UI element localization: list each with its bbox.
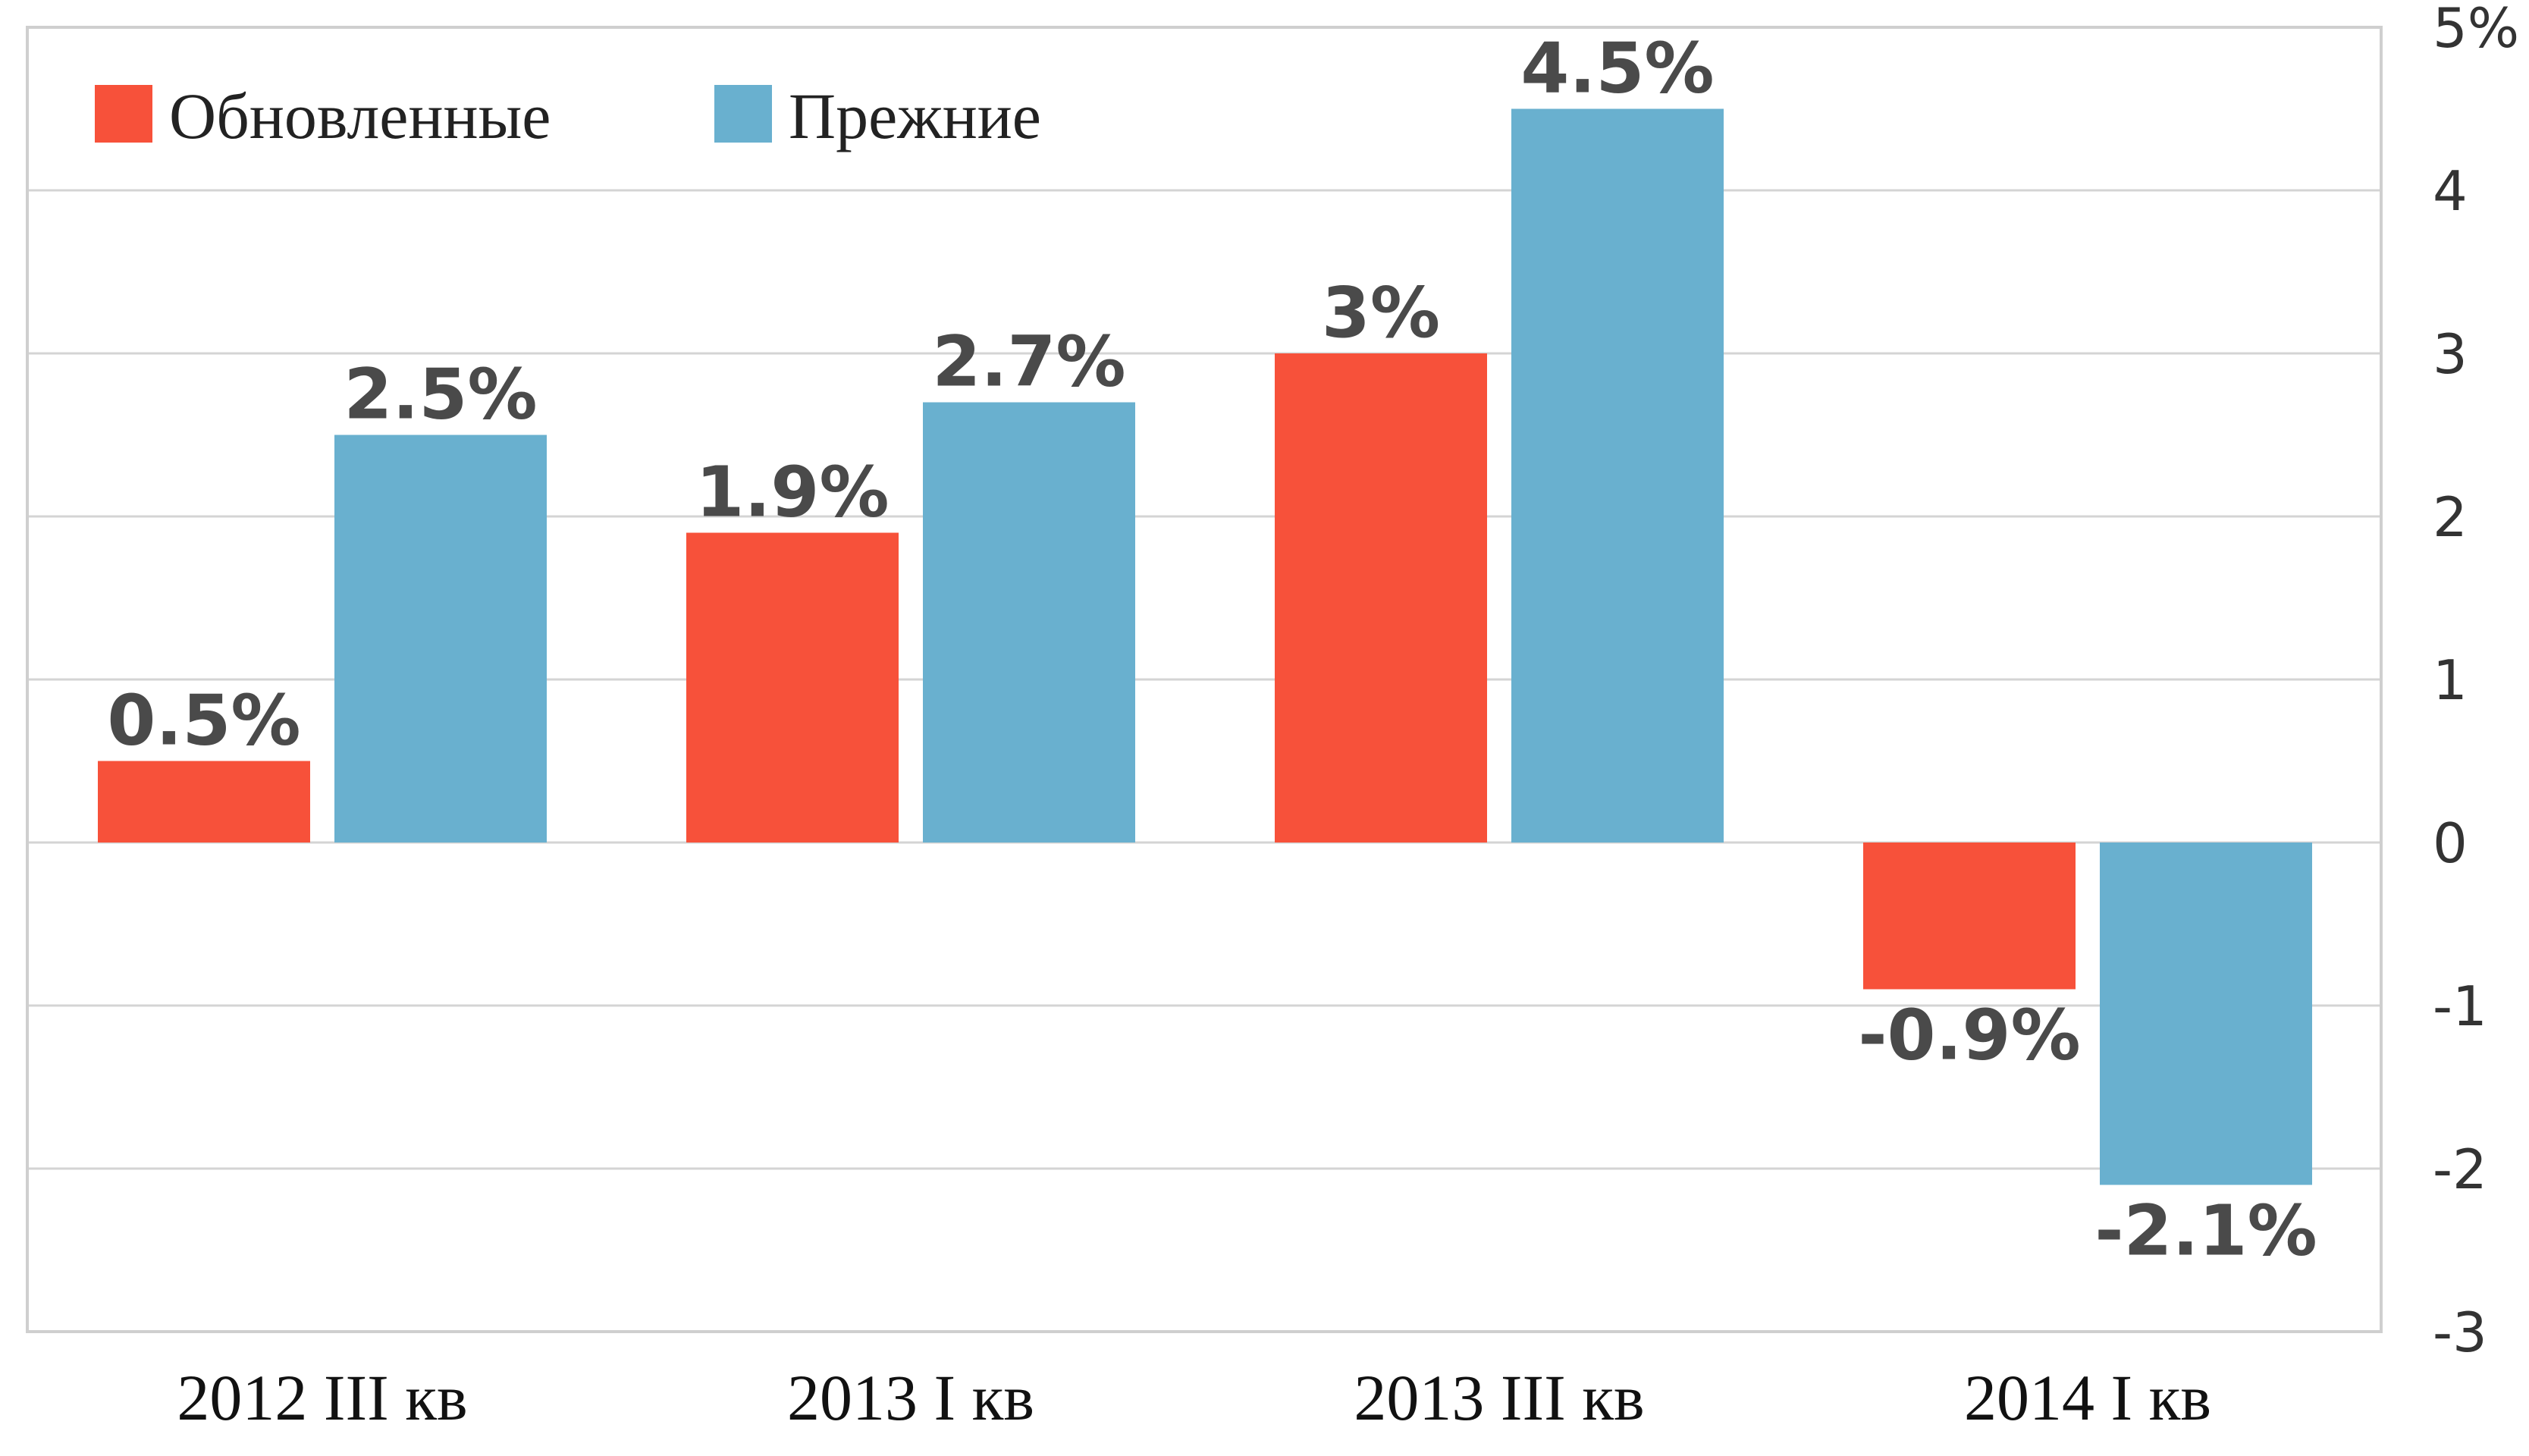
bar-updated: [1863, 843, 2076, 990]
value-label: 0.5%: [107, 680, 300, 761]
x-axis-categories: 2012 III кв 2013 I кв 2013 III кв 2014 I кв: [177, 1361, 2211, 1434]
bar-updated: [1275, 353, 1487, 843]
bars: [98, 108, 2312, 1185]
legend-swatch-updated: [95, 85, 152, 143]
bar-updated: [686, 532, 899, 843]
y-tick-label: -2: [2433, 1138, 2487, 1201]
value-label: 1.9%: [695, 452, 889, 533]
y-tick-label: 1: [2433, 648, 2468, 712]
value-labels: 0.5% 2.5% 1.9% 2.7% 3% 4.5% -0.9% -2.1%: [107, 28, 2317, 1272]
x-category-label: 2013 III кв: [1354, 1361, 1644, 1434]
legend: Обновленные Прежние: [95, 80, 1041, 152]
value-label: 2.5%: [344, 354, 537, 435]
bar-previous: [334, 435, 547, 843]
x-category-label: 2012 III кв: [177, 1361, 467, 1434]
x-category-label: 2013 I кв: [787, 1361, 1034, 1434]
plot-border: [26, 26, 2383, 1333]
legend-swatch-previous: [714, 85, 772, 143]
value-label: -2.1%: [2094, 1191, 2317, 1272]
legend-label-updated: Обновленные: [169, 80, 551, 152]
y-tick-label: -1: [2433, 974, 2487, 1038]
legend-item-previous: Прежние: [714, 80, 1041, 152]
bar-previous: [923, 402, 1135, 843]
y-tick-label: 2: [2433, 485, 2468, 549]
y-tick-label: 0: [2433, 811, 2468, 875]
x-category-label: 2014 I кв: [1964, 1361, 2211, 1434]
legend-label-previous: Прежние: [789, 80, 1041, 152]
bar-updated: [98, 761, 310, 843]
y-tick-label: 3: [2433, 322, 2468, 386]
y-tick-label: 5%: [2433, 0, 2519, 60]
value-label: -0.9%: [1858, 995, 2080, 1076]
y-axis-ticks: 5% 4 3 2 1 0 -1 -2 -3: [2433, 0, 2519, 1364]
legend-item-updated: Обновленные: [95, 80, 551, 152]
value-label: 2.7%: [932, 322, 1125, 403]
y-tick-label: 4: [2433, 159, 2468, 223]
bar-previous: [2100, 843, 2312, 1185]
value-label: 3%: [1322, 272, 1440, 353]
y-tick-label: -3: [2433, 1301, 2487, 1364]
bar-previous: [1511, 108, 1724, 843]
value-label: 4.5%: [1520, 28, 1714, 109]
